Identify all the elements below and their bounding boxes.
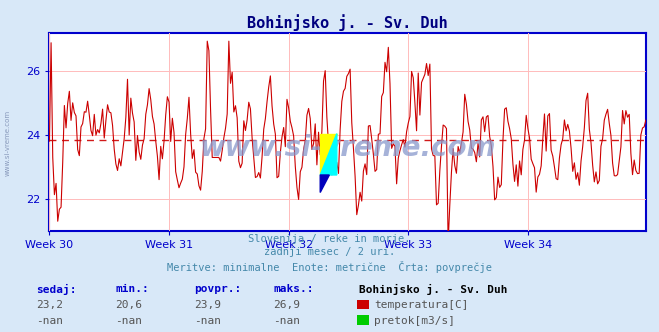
Text: pretok[m3/s]: pretok[m3/s] bbox=[374, 316, 455, 326]
Text: Meritve: minimalne  Enote: metrične  Črta: povprečje: Meritve: minimalne Enote: metrične Črta:… bbox=[167, 261, 492, 273]
Text: 23,2: 23,2 bbox=[36, 300, 63, 310]
Text: temperatura[C]: temperatura[C] bbox=[374, 300, 469, 310]
Text: -nan: -nan bbox=[194, 316, 221, 326]
Text: -nan: -nan bbox=[115, 316, 142, 326]
Text: povpr.:: povpr.: bbox=[194, 284, 242, 294]
Text: www.si-vreme.com: www.si-vreme.com bbox=[200, 134, 496, 162]
Text: www.si-vreme.com: www.si-vreme.com bbox=[5, 110, 11, 176]
Text: -nan: -nan bbox=[36, 316, 63, 326]
Title: Bohinjsko j. - Sv. Duh: Bohinjsko j. - Sv. Duh bbox=[247, 14, 448, 31]
Text: 20,6: 20,6 bbox=[115, 300, 142, 310]
Polygon shape bbox=[320, 133, 337, 175]
Text: 26,9: 26,9 bbox=[273, 300, 301, 310]
Text: -nan: -nan bbox=[273, 316, 301, 326]
Text: Bohinjsko j. - Sv. Duh: Bohinjsko j. - Sv. Duh bbox=[359, 284, 507, 295]
Text: min.:: min.: bbox=[115, 284, 149, 294]
Text: 23,9: 23,9 bbox=[194, 300, 221, 310]
Text: maks.:: maks.: bbox=[273, 284, 314, 294]
Text: Slovenija / reke in morje.: Slovenija / reke in morje. bbox=[248, 234, 411, 244]
Text: sedaj:: sedaj: bbox=[36, 284, 76, 295]
Polygon shape bbox=[320, 175, 330, 193]
Text: zadnji mesec / 2 uri.: zadnji mesec / 2 uri. bbox=[264, 247, 395, 257]
Polygon shape bbox=[320, 133, 337, 175]
